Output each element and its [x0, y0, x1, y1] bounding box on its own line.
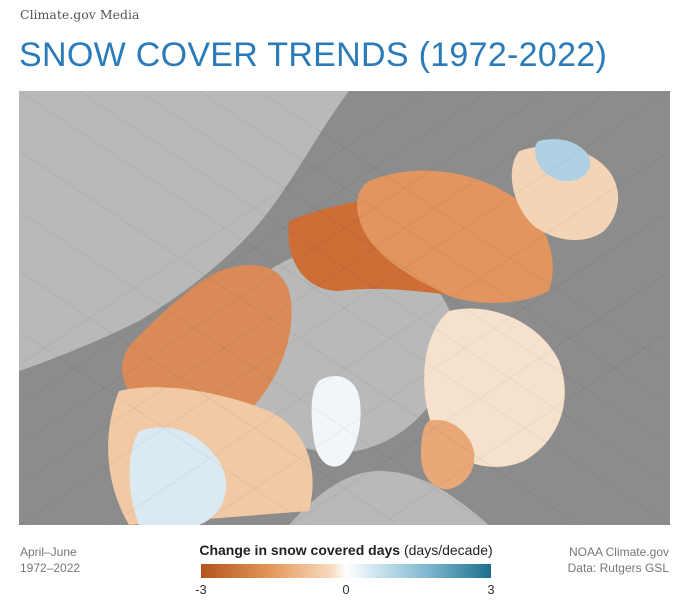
pacific-ocean	[19, 91, 349, 371]
page-title: SNOW COVER TRENDS (1972-2022)	[19, 36, 608, 74]
credit-org: NOAA Climate.gov	[568, 545, 669, 559]
atlantic-ocean	[289, 471, 489, 525]
period-years: 1972–2022	[20, 561, 81, 575]
region-alaska-yukon	[122, 265, 292, 426]
legend-max-label: 3	[487, 582, 495, 597]
legend-title-row: Change in snow covered days (days/decade…	[196, 542, 496, 558]
credit-data: Data: Rutgers GSL	[567, 561, 669, 575]
region-tibet	[511, 146, 619, 241]
pixel-grid	[19, 91, 670, 525]
color-legend: Change in snow covered days (days/decade…	[195, 542, 496, 597]
region-scandinavia	[421, 420, 475, 490]
legend-color-bar	[201, 564, 491, 578]
legend-mid-label: 0	[342, 582, 350, 597]
period-note: April–June 1972–2022	[20, 544, 80, 576]
greenland	[311, 376, 361, 467]
map-svg	[19, 91, 670, 525]
source-label: Climate.gov Media	[20, 7, 140, 22]
region-tibet-blue-patch	[534, 139, 591, 182]
snow-trend-map	[19, 91, 670, 525]
region-north-america-southwest	[129, 427, 227, 525]
legend-title: Change in snow covered days	[199, 542, 401, 558]
region-siberia-central	[357, 170, 553, 303]
legend-units: (days/decade)	[403, 542, 493, 558]
legend-min-label: -3	[195, 582, 207, 597]
region-eurasia-west	[424, 308, 565, 467]
period-months: April–June	[20, 545, 77, 559]
credit-note: NOAA Climate.gov Data: Rutgers GSL	[568, 544, 669, 576]
